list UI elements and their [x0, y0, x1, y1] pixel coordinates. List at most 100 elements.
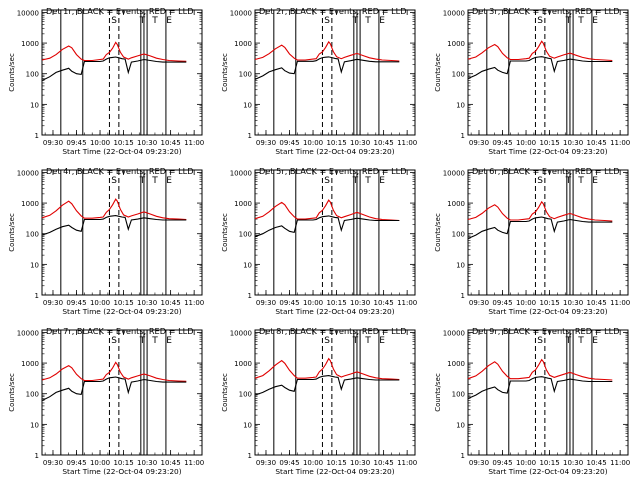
- x-axis-label: Start Time (22-Oct-04 09:23:20): [62, 307, 181, 316]
- x-axis-label: Start Time (22-Oct-04 09:23:20): [62, 467, 181, 476]
- marker-letter-e: E: [379, 336, 385, 346]
- x-tick-label: 10:00: [90, 459, 110, 467]
- y-tick-label: 1000: [21, 200, 39, 208]
- x-tick-label: 11:00: [610, 299, 630, 307]
- series-lld: [41, 361, 187, 382]
- series-events: [41, 376, 187, 401]
- y-tick-label: 1000: [21, 40, 39, 48]
- detector-panel-1: Det 1r, BLACK = Events, RED = LLD 1 10 100 1…: [8, 6, 204, 156]
- x-tick-label: 11:00: [184, 459, 204, 467]
- x-axis-label: Start Time (22-Oct-04 09:23:20): [275, 307, 394, 316]
- y-tick-label: 1: [248, 452, 252, 460]
- marker-letter-t: T: [151, 176, 158, 186]
- y-axis-label: Counts/sec: [434, 213, 442, 252]
- y-tick-label: 1000: [234, 360, 252, 368]
- x-tick-label: 10:30: [137, 299, 157, 307]
- detector-panel-2: Det 2r, BLACK = Events, RED = LLD 1 10 100 1…: [221, 6, 417, 156]
- y-axis-label: Counts/sec: [8, 213, 16, 252]
- x-tick-label: 10:45: [587, 459, 607, 467]
- y-tick-label: 1: [248, 292, 252, 300]
- marker-letter-t: T: [151, 336, 158, 346]
- x-tick-label: 10:15: [539, 139, 559, 147]
- x-tick-label: 10:15: [326, 459, 346, 467]
- plot-frame: [254, 329, 416, 456]
- y-tick-label: 100: [452, 71, 465, 79]
- x-tick-label: 10:15: [326, 139, 346, 147]
- x-axis-label: Start Time (22-Oct-04 09:23:20): [488, 307, 607, 316]
- panel-title: Det 9r, BLACK = Events, RED = LLD: [472, 326, 620, 336]
- plot-frame: [41, 329, 203, 456]
- x-tick-label: 09:45: [66, 299, 86, 307]
- x-tick-label: 10:00: [90, 299, 110, 307]
- y-tick-label: 10000: [17, 9, 39, 17]
- marker-letter-s: S: [537, 176, 543, 186]
- y-tick-label: 100: [26, 231, 39, 239]
- y-tick-label: 10: [30, 261, 39, 269]
- detector-panel-5: Det 5r, BLACK = Events, RED = LLD 1 10 100 1…: [221, 166, 417, 316]
- x-tick-label: 09:30: [469, 459, 489, 467]
- x-tick-label: 09:30: [43, 139, 63, 147]
- plot-frame: [467, 329, 629, 456]
- x-tick-label: 10:15: [539, 459, 559, 467]
- marker-letter-t: T: [577, 16, 584, 26]
- marker-letter-e: E: [592, 176, 598, 186]
- detector-panel-9: Det 9r, BLACK = Events, RED = LLD 1 10 100 1…: [434, 326, 630, 476]
- x-tick-label: 10:45: [374, 139, 394, 147]
- marker-letter-e: E: [166, 176, 172, 186]
- series-lld: [254, 199, 400, 222]
- detector-panel-3: Det 3r, BLACK = Events, RED = LLD 1 10 100 1…: [434, 6, 630, 156]
- x-tick-label: 11:00: [610, 459, 630, 467]
- detector-panel-6: Det 6r, BLACK = Events, RED = LLD 1 10 100 1…: [434, 166, 630, 316]
- plot-frame: [467, 9, 629, 136]
- x-tick-label: 10:30: [137, 139, 157, 147]
- y-axis-label: Counts/sec: [221, 213, 229, 252]
- y-axis-label: Counts/sec: [221, 373, 229, 412]
- x-tick-label: 10:00: [303, 299, 323, 307]
- y-tick-label: 10: [243, 261, 252, 269]
- y-tick-label: 1: [35, 292, 39, 300]
- marker-letter-t: T: [565, 176, 572, 186]
- y-tick-label: 10000: [443, 9, 465, 17]
- y-tick-label: 10: [30, 421, 39, 429]
- y-tick-label: 1000: [234, 40, 252, 48]
- x-tick-label: 10:45: [161, 459, 181, 467]
- y-tick-label: 10: [456, 101, 465, 109]
- y-tick-label: 100: [239, 71, 252, 79]
- y-tick-label: 100: [239, 391, 252, 399]
- x-tick-label: 10:00: [516, 139, 536, 147]
- y-axis-label: Counts/sec: [434, 53, 442, 92]
- panel-title: Det 6r, BLACK = Events, RED = LLD: [472, 166, 620, 176]
- detector-panel-4: Det 4r, BLACK = Events, RED = LLD 1 10 100 1…: [8, 166, 204, 316]
- panel-title: Det 3r, BLACK = Events, RED = LLD: [472, 6, 620, 16]
- marker-letter-s: S: [537, 336, 543, 346]
- series-events: [254, 215, 400, 238]
- series-events: [254, 56, 400, 80]
- plot-frame: [41, 169, 203, 296]
- y-tick-label: 10: [456, 421, 465, 429]
- marker-letter-s: S: [324, 336, 330, 346]
- series-lld: [41, 198, 187, 221]
- x-tick-label: 10:45: [587, 299, 607, 307]
- marker-letter-t: T: [151, 16, 158, 26]
- panel-title: Det 7r, BLACK = Events, RED = LLD: [46, 326, 194, 336]
- y-tick-label: 100: [452, 391, 465, 399]
- marker-letter-t: T: [139, 176, 146, 186]
- x-tick-label: 09:45: [492, 139, 512, 147]
- x-tick-label: 10:00: [303, 139, 323, 147]
- x-tick-label: 10:15: [113, 299, 133, 307]
- panel-title: Det 5r, BLACK = Events, RED = LLD: [259, 166, 407, 176]
- y-axis-label: Counts/sec: [8, 373, 16, 412]
- marker-letter-t: T: [577, 336, 584, 346]
- panel-title: Det 4r, BLACK = Events, RED = LLD: [46, 166, 194, 176]
- y-tick-label: 100: [239, 231, 252, 239]
- series-lld: [254, 40, 400, 62]
- marker-letter-t: T: [352, 336, 359, 346]
- marker-letter-s: S: [111, 16, 117, 26]
- y-tick-label: 1000: [447, 360, 465, 368]
- panel-title: Det 2r, BLACK = Events, RED = LLD: [259, 6, 407, 16]
- x-tick-label: 10:00: [90, 139, 110, 147]
- x-tick-label: 10:30: [350, 139, 370, 147]
- y-tick-label: 10: [456, 261, 465, 269]
- x-tick-label: 10:45: [161, 299, 181, 307]
- y-tick-label: 1: [35, 452, 39, 460]
